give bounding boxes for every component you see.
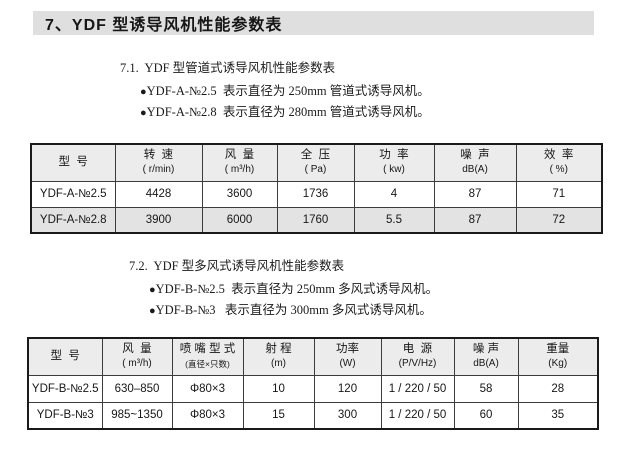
table-header-row: 型 号 风 量( m³/h) 喷 嘴 型 式 (直径×只数) 射 程 (m) 功率(…: [27, 337, 599, 376]
table-cell: 60: [453, 401, 519, 430]
table-cell: 1736: [276, 180, 355, 208]
table-cell: 5.5: [353, 206, 435, 234]
table-cell: 1760: [276, 206, 355, 234]
table-cell: 4: [353, 180, 435, 208]
column-header-power: 功 率( kw): [353, 143, 435, 182]
table-cell: 3600: [201, 180, 278, 208]
bullet-text: YDF-B-№3 表示直径为 300mm 多风式诱导风机。: [155, 302, 432, 317]
table-row: YDF-A-№2.5 4428 3600 1736 4 87 71: [30, 180, 603, 208]
bullet-text: YDF-A-№2.8 表示直径为 280mm 管道式诱导风机。: [146, 104, 430, 119]
column-header-airflow: 风 量( m³/h): [201, 143, 278, 182]
table-cell: 15: [242, 401, 315, 430]
table-row: YDF-B-№3 985~1350 Φ80×3 15 300 1 / 220 /…: [27, 401, 599, 430]
duct-fan-performance-table: 型 号 转 速( r/min) 风 量( m³/h) 全 压( Pa) 功 率(…: [30, 143, 603, 234]
table-cell: 6000: [201, 206, 278, 234]
column-header-speed: 转 速( r/min): [114, 143, 203, 182]
page-title-bar: 7、YDF 型诱导风机性能参数表: [33, 11, 594, 35]
table-cell: Φ80×3: [171, 374, 244, 403]
column-header-noise: 噪 声 dB(A): [453, 337, 519, 376]
column-header-pressure: 全 压( Pa): [276, 143, 355, 182]
section-7-1-heading: 7.1. YDF 型管道式诱导风机性能参数表: [120, 61, 336, 75]
bullet-text: YDF-A-№2.5 表示直径为 250mm 管道式诱导风机。: [146, 84, 430, 98]
table-cell-model: YDF-B-№2.5: [27, 374, 103, 403]
table-cell: Φ80×3: [171, 401, 244, 430]
bullet-text: YDF-B-№2.5 表示直径为 250mm 多风式诱导风机。: [155, 282, 439, 296]
table-cell: 35: [517, 401, 599, 430]
table-cell: 985~1350: [101, 401, 173, 430]
table-cell: 58: [453, 374, 519, 403]
column-header-power-supply: 电 源 (P/V/Hz): [380, 337, 455, 376]
column-header-throw-distance: 射 程 (m): [242, 337, 315, 376]
multi-nozzle-fan-performance-table: 型 号 风 量( m³/h) 喷 嘴 型 式 (直径×只数) 射 程 (m) 功率(…: [27, 337, 599, 430]
table-row: YDF-B-№2.5 630–850 Φ80×3 10 120 1 / 220 …: [27, 374, 599, 403]
table-cell: 3900: [114, 206, 203, 234]
column-header-weight: 重量 (Kg): [517, 337, 599, 376]
bullet-item: ●YDF-B-№2.5 表示直径为 250mm 多风式诱导风机。: [149, 280, 438, 301]
table-cell: 120: [313, 374, 382, 403]
bullet-item: ●YDF-A-№2.5 表示直径为 250mm 管道式诱导风机。: [140, 82, 430, 103]
column-header-nozzle-type: 喷 嘴 型 式 (直径×只数): [171, 337, 244, 376]
section-7-1-bullets: ●YDF-A-№2.5 表示直径为 250mm 管道式诱导风机。 ●YDF-A-…: [140, 82, 430, 123]
page-title: 7、YDF 型诱导风机性能参数表: [45, 17, 283, 34]
column-header-model: 型 号: [27, 337, 103, 376]
table-cell: 4428: [114, 180, 203, 208]
bullet-icon: ●: [149, 284, 156, 296]
table-cell: 28: [517, 374, 599, 403]
column-header-model: 型 号: [30, 143, 116, 182]
table-cell: 630–850: [101, 374, 173, 403]
column-header-power: 功率 (W): [313, 337, 382, 376]
column-header-efficiency: 效 率( %): [515, 143, 603, 182]
section-7-1: 7.1. YDF 型管道式诱导风机性能参数表 ●YDF-A-№2.5 表示直径为…: [120, 60, 430, 123]
bullet-item: ●YDF-B-№3 表示直径为 300mm 多风式诱导风机。: [149, 301, 438, 322]
table-cell-model: YDF-A-№2.5: [30, 180, 116, 208]
table-cell: 87: [433, 206, 517, 234]
table-cell: 72: [515, 206, 603, 234]
table-cell-model: YDF-B-№3: [27, 401, 103, 430]
table-cell: 1 / 220 / 50: [380, 401, 455, 430]
section-7-2-heading: 7.2. YDF 型多风式诱导风机性能参数表: [129, 259, 345, 273]
bullet-icon: ●: [140, 86, 147, 98]
table-row: YDF-A-№2.8 3900 6000 1760 5.5 87 72: [30, 206, 603, 234]
table-cell: 300: [313, 401, 382, 430]
table-cell: 1 / 220 / 50: [380, 374, 455, 403]
column-header-noise: 噪 声 dB(A): [433, 143, 517, 182]
section-7-2: 7.2. YDF 型多风式诱导风机性能参数表 ●YDF-B-№2.5 表示直径为…: [129, 258, 438, 321]
table-cell: 71: [515, 180, 603, 208]
table-header-row: 型 号 转 速( r/min) 风 量( m³/h) 全 压( Pa) 功 率(…: [30, 143, 603, 182]
bullet-item: ●YDF-A-№2.8 表示直径为 280mm 管道式诱导风机。: [140, 103, 430, 124]
bullet-icon: ●: [149, 304, 156, 317]
table-cell: 10: [242, 374, 315, 403]
column-header-airflow: 风 量( m³/h): [101, 337, 173, 376]
table-cell-model: YDF-A-№2.8: [30, 206, 116, 234]
section-7-2-bullets: ●YDF-B-№2.5 表示直径为 250mm 多风式诱导风机。 ●YDF-B-…: [149, 280, 438, 321]
table-cell: 87: [433, 180, 517, 208]
bullet-icon: ●: [140, 106, 147, 119]
